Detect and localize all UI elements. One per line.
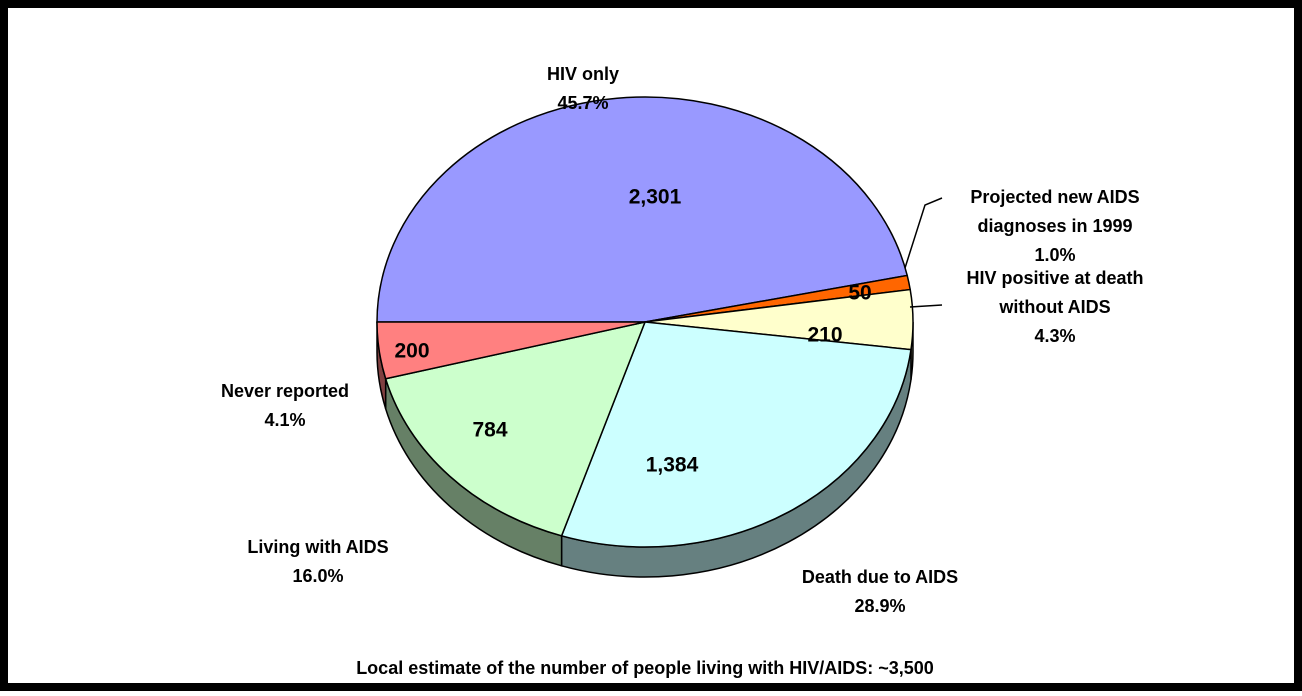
percentage-label: 45.7% (557, 93, 608, 113)
annotation: Local estimate of the number of people l… (356, 658, 934, 678)
percentage-label: 4.1% (264, 410, 305, 430)
slice-label: Death due to AIDS (802, 567, 958, 587)
leader-line (909, 304, 943, 308)
slice-label: HIV positive at death without AIDS (966, 268, 1143, 317)
value-label: 2,301 (629, 186, 682, 209)
percentage-label: 16.0% (292, 566, 343, 586)
slice-label: Projected new AIDS diagnoses in 1999 (970, 187, 1139, 236)
percentage-label: 28.9% (854, 596, 905, 616)
slice-label: Living with AIDS (247, 537, 388, 557)
slice-label: Never reported (221, 381, 349, 401)
value-label: 200 (394, 340, 429, 363)
value-label: 1,384 (646, 454, 699, 477)
slice (384, 320, 647, 537)
value-label: 50 (848, 282, 871, 305)
value-label: 210 (807, 324, 842, 347)
slice (376, 96, 909, 323)
value-label: 784 (472, 419, 507, 442)
slice (560, 321, 912, 548)
percentage-label: 1.0% (1034, 245, 1075, 265)
percentage-label: 4.3% (1034, 326, 1075, 346)
slice (376, 321, 646, 380)
slice-label: HIV only (547, 64, 619, 84)
leader-line (904, 197, 943, 269)
